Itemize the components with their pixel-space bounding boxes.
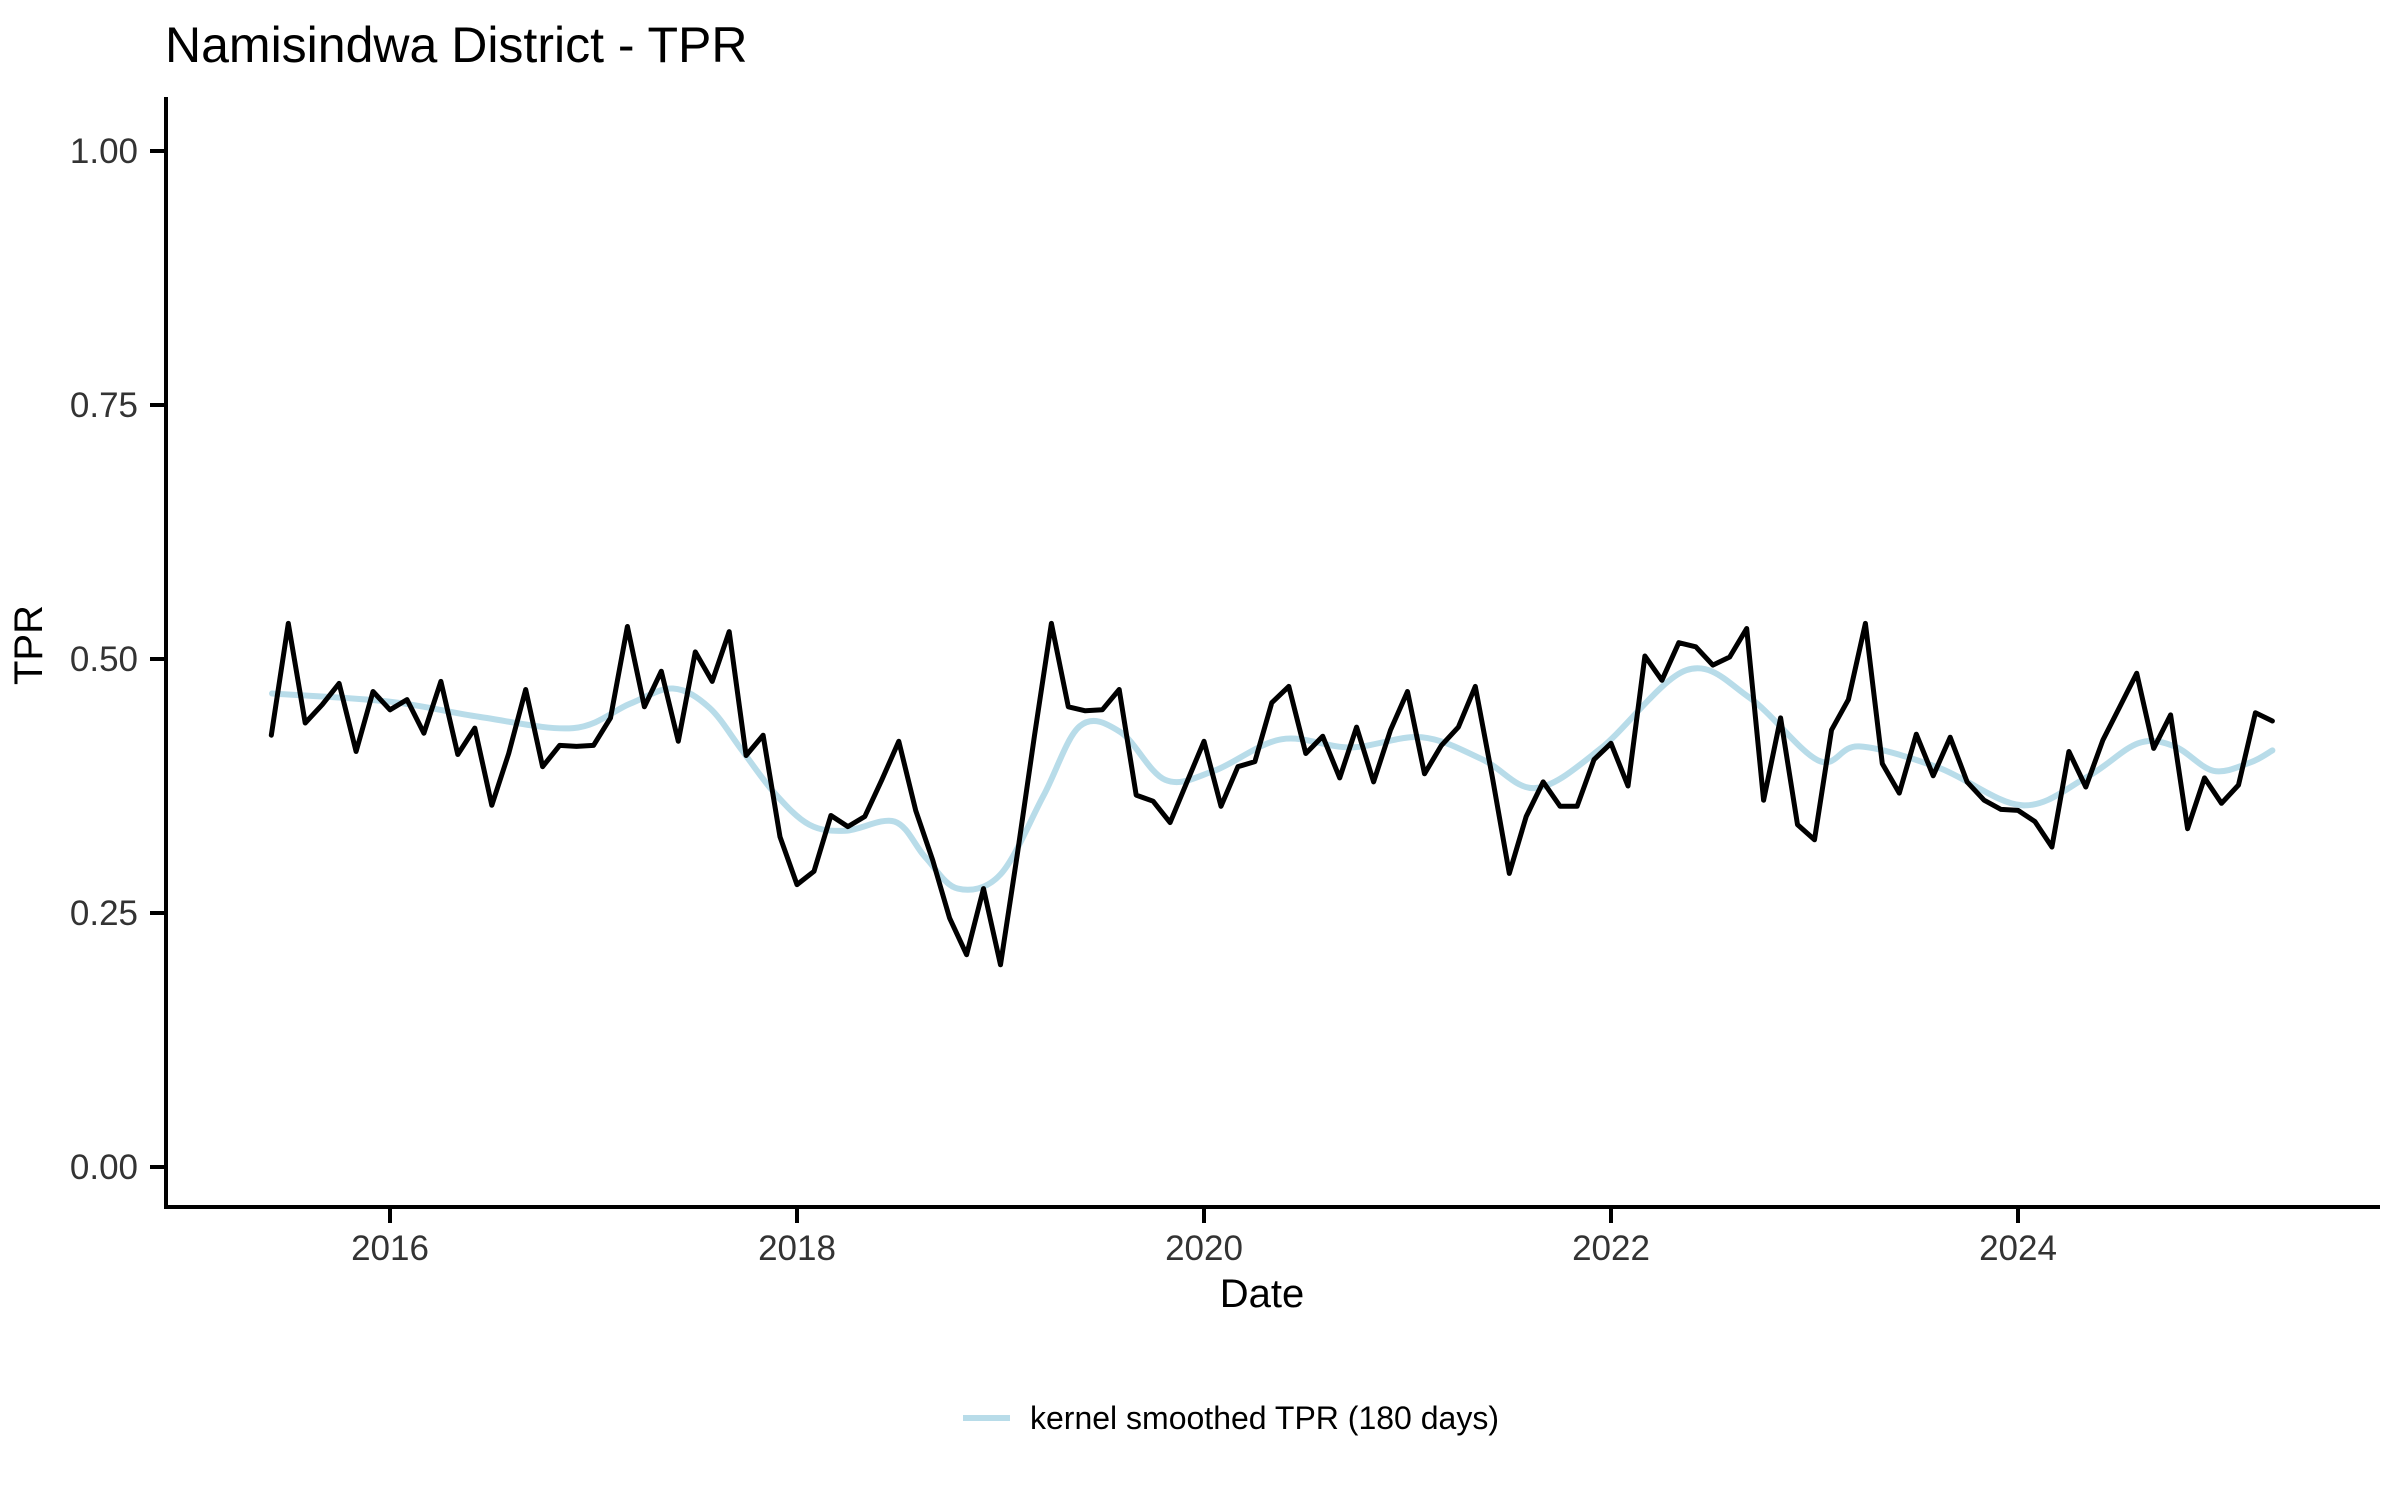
y-tick-label: 1.00 <box>70 132 138 171</box>
y-axis: 0.00 0.25 0.50 0.75 1.00 <box>70 132 166 1187</box>
legend: kernel smoothed TPR (180 days) <box>963 1400 1499 1436</box>
x-tick-label: 2020 <box>1165 1229 1243 1268</box>
x-axis: 2016 2018 2020 2022 2024 <box>351 1207 2057 1268</box>
axis-frame <box>164 97 2380 1209</box>
chart-title: Namisindwa District - TPR <box>165 17 748 73</box>
x-tick-label: 2016 <box>351 1229 429 1268</box>
x-tick-label: 2022 <box>1572 1229 1650 1268</box>
y-tick-label: 0.25 <box>70 894 138 933</box>
y-tick-label: 0.50 <box>70 640 138 679</box>
x-axis-title: Date <box>1220 1272 1305 1316</box>
x-tick-label: 2018 <box>758 1229 836 1268</box>
y-axis-title: TPR <box>7 605 51 685</box>
y-tick-label: 0.75 <box>70 386 138 425</box>
monthly-tpr-line <box>268 620 2275 968</box>
axis-lines <box>164 97 2380 1209</box>
x-tick-label: 2024 <box>1979 1229 2057 1268</box>
y-tick-label: 0.00 <box>70 1148 138 1187</box>
kernel-smoothed-tpr-line <box>269 665 2276 893</box>
legend-label: kernel smoothed TPR (180 days) <box>1030 1400 1499 1436</box>
